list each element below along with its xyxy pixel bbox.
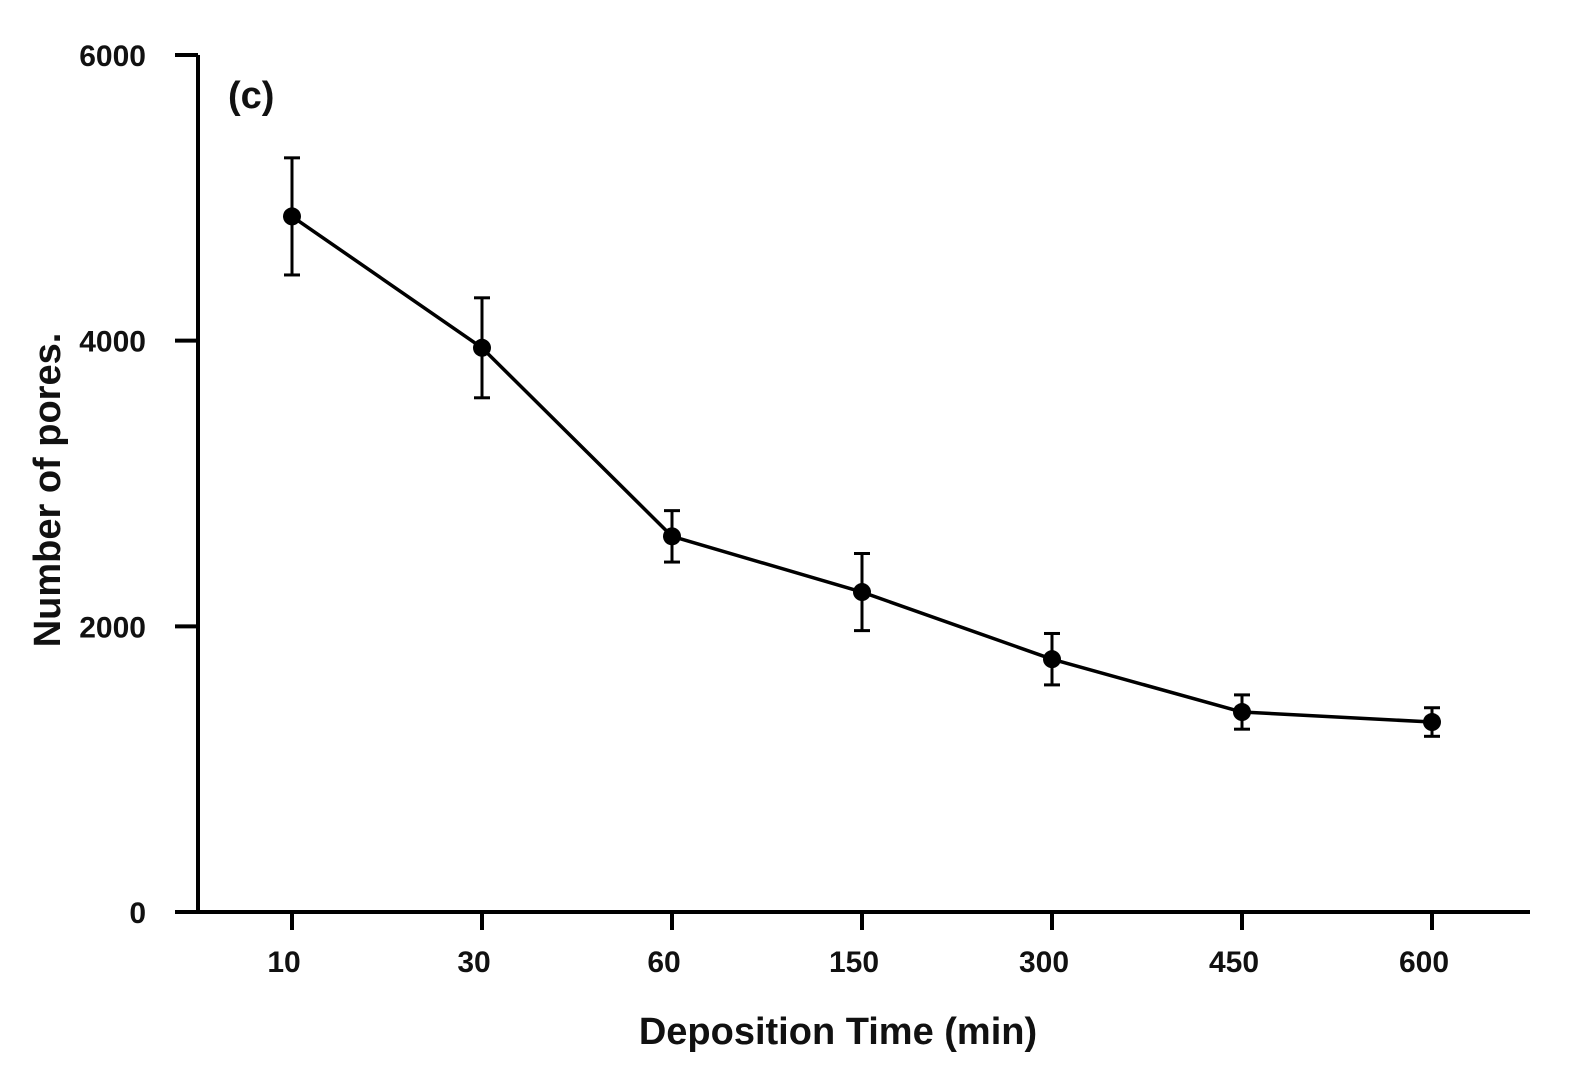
x-tick-label: 10 [267, 946, 300, 979]
data-point [1233, 703, 1251, 722]
y-tick-label: 4000 [79, 326, 146, 359]
x-tick-label: 60 [647, 946, 680, 979]
y-tick-label: 0 [129, 897, 146, 930]
x-tick-label: 450 [1209, 946, 1259, 979]
data-point [1423, 713, 1441, 732]
x-tick-label: 30 [457, 946, 490, 979]
panel-label: (c) [228, 75, 274, 117]
y-ticks: 0 2000 4000 6000 [79, 40, 198, 930]
axes [175, 55, 1530, 914]
data-point [853, 583, 871, 602]
y-axis-title: Number of pores. [27, 333, 69, 648]
data-point [663, 527, 681, 546]
x-tick-label: 600 [1399, 946, 1449, 979]
x-tick-label: 150 [829, 946, 879, 979]
y-tick-label: 2000 [79, 611, 146, 644]
x-axis-title: Deposition Time (min) [639, 1011, 1037, 1053]
series-number-of-pores [283, 156, 1441, 738]
x-tick-label: 300 [1019, 946, 1069, 979]
data-point [1043, 650, 1061, 669]
series-line [291, 214, 1433, 724]
y-tick-label: 6000 [79, 40, 146, 73]
x-ticks: 10 30 60 150 300 450 600 [267, 912, 1449, 979]
data-point [283, 207, 301, 226]
data-point [473, 338, 491, 357]
